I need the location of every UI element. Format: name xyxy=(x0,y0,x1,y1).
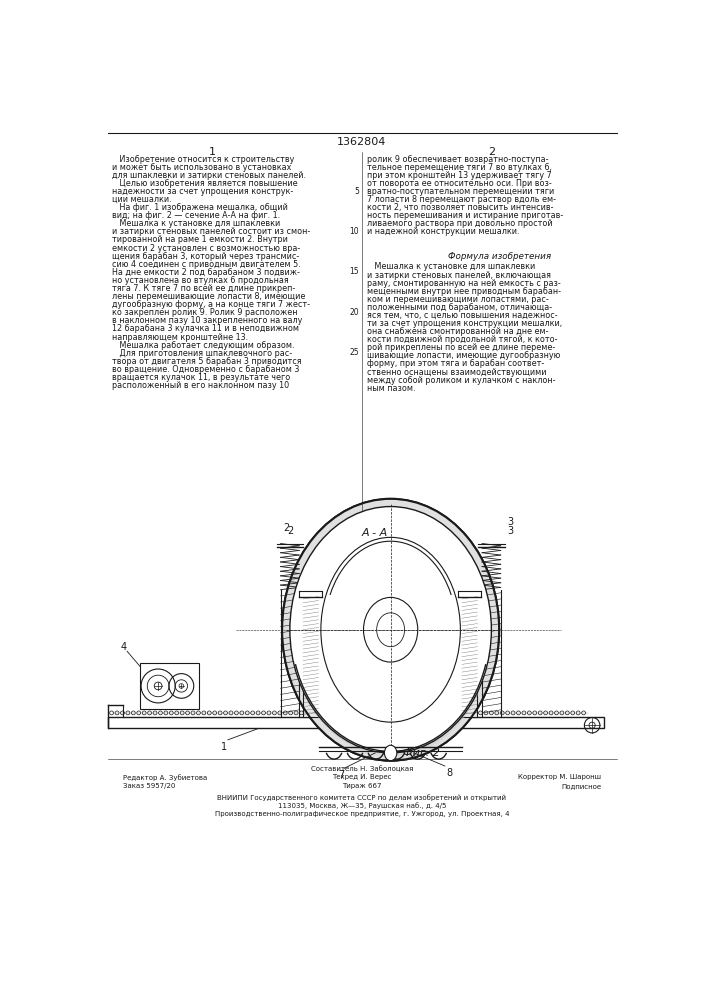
Text: сию 4 соединен с приводным двигателем 5.: сию 4 соединен с приводным двигателем 5. xyxy=(112,260,300,269)
Text: ко закреплен ролик 9. Ролик 9 расположен: ко закреплен ролик 9. Ролик 9 расположен xyxy=(112,308,297,317)
Text: раму, смонтированную на ней емкость с раз-: раму, смонтированную на ней емкость с ра… xyxy=(368,279,561,288)
Text: кости 2, что позволяет повысить интенсив-: кости 2, что позволяет повысить интенсив… xyxy=(368,203,554,212)
Text: 2: 2 xyxy=(283,523,289,533)
Text: 20: 20 xyxy=(349,308,359,317)
Text: 12 барабана 3 кулачка 11 и в неподвижном: 12 барабана 3 кулачка 11 и в неподвижном xyxy=(112,324,298,333)
Text: ти за счет упрощения конструкции мешалки,: ти за счет упрощения конструкции мешалки… xyxy=(368,319,563,328)
Bar xyxy=(140,663,199,709)
Text: шивающие лопасти, имеющие дугообразную: шивающие лопасти, имеющие дугообразную xyxy=(368,351,561,360)
Text: Техред И. Верес: Техред И. Верес xyxy=(332,774,392,780)
Text: 8: 8 xyxy=(446,768,452,778)
Text: при этом кронштейн 13 удерживает тягу 7: при этом кронштейн 13 удерживает тягу 7 xyxy=(368,171,552,180)
Text: Мешалка к установке для шпаклевки: Мешалка к установке для шпаклевки xyxy=(368,262,536,271)
Text: емкости 2 установлен с возможностью вра-: емкости 2 установлен с возможностью вра- xyxy=(112,244,300,253)
Text: но установлена во втулках 6 продольная: но установлена во втулках 6 продольная xyxy=(112,276,288,285)
Text: Редактор А. Зубиетова: Редактор А. Зубиетова xyxy=(123,774,207,781)
Text: кости подвижной продольной тягой, к кото-: кости подвижной продольной тягой, к кото… xyxy=(368,335,558,344)
Text: Составитель Н. Заболоцкая: Составитель Н. Заболоцкая xyxy=(311,765,413,772)
Text: 5: 5 xyxy=(354,187,359,196)
Text: 3: 3 xyxy=(508,526,514,536)
Text: Изобретение относится к строительству: Изобретение относится к строительству xyxy=(112,155,294,164)
Text: На дне емкости 2 под барабаном 3 подвиж-: На дне емкости 2 под барабаном 3 подвиж- xyxy=(112,268,300,277)
Text: 113035, Москва, Ж—35, Раушская наб., д. 4/5: 113035, Москва, Ж—35, Раушская наб., д. … xyxy=(278,802,446,809)
Text: 3: 3 xyxy=(507,517,513,527)
Text: лены перемешивающие лопасти 8, имеющие: лены перемешивающие лопасти 8, имеющие xyxy=(112,292,305,301)
Text: вид; на фиг. 2 — сечение А-А на фиг. 1.: вид; на фиг. 2 — сечение А-А на фиг. 1. xyxy=(112,211,280,220)
Ellipse shape xyxy=(290,507,491,753)
Text: ность перемешивания и истирание приготав-: ность перемешивания и истирание приготав… xyxy=(368,211,563,220)
Text: 1: 1 xyxy=(209,147,216,157)
Text: 25: 25 xyxy=(349,348,359,357)
Text: Для приготовления шпаклевочного рас-: Для приготовления шпаклевочного рас- xyxy=(112,349,292,358)
Text: во вращение. Одновременно с барабаном 3: во вращение. Одновременно с барабаном 3 xyxy=(112,365,299,374)
Text: Тираж 667: Тираж 667 xyxy=(342,783,382,789)
Text: Корректор М. Шаронш: Корректор М. Шаронш xyxy=(518,774,602,780)
Text: и затирки стеновых панелей состоит из смон-: и затирки стеновых панелей состоит из см… xyxy=(112,227,310,236)
Text: ком и перемешивающими лопастями, рас-: ком и перемешивающими лопастями, рас- xyxy=(368,295,549,304)
Text: 7: 7 xyxy=(339,770,345,780)
Text: 7 лопасти 8 перемещают раствор вдоль ем-: 7 лопасти 8 перемещают раствор вдоль ем- xyxy=(368,195,556,204)
Text: A - A: A - A xyxy=(362,528,388,538)
Text: ВНИИПИ Государственного комитета СССР по делам изобретений и открытий: ВНИИПИ Государственного комитета СССР по… xyxy=(218,794,506,801)
Text: дугообразную форму, а на конце тяги 7 жест-: дугообразную форму, а на конце тяги 7 же… xyxy=(112,300,310,309)
Text: расположенный в его наклонном пазу 10: расположенный в его наклонном пазу 10 xyxy=(112,381,288,390)
Text: мещенными внутри нее приводным барабан-: мещенными внутри нее приводным барабан- xyxy=(368,287,561,296)
Text: яся тем, что, с целью повышения надежнос-: яся тем, что, с целью повышения надежнос… xyxy=(368,311,558,320)
Text: 4: 4 xyxy=(120,642,127,652)
Text: Фиг. 2: Фиг. 2 xyxy=(403,748,440,758)
Text: и затирки стеновых панелей, включающая: и затирки стеновых панелей, включающая xyxy=(368,271,551,280)
Bar xyxy=(462,597,477,717)
Text: в наклонном пазу 10 закрепленного на валу: в наклонном пазу 10 закрепленного на вал… xyxy=(112,316,302,325)
Text: ственно оснащены взаимодействующими: ственно оснащены взаимодействующими xyxy=(368,368,547,377)
Text: ролик 9 обеспечивает возвратно-поступа-: ролик 9 обеспечивает возвратно-поступа- xyxy=(368,155,549,164)
Text: надежности за счет упрощения конструк-: надежности за счет упрощения конструк- xyxy=(112,187,293,196)
Text: и надежной конструкции мешалки.: и надежной конструкции мешалки. xyxy=(368,227,520,236)
Text: Мешалка к установке для шпаклевки: Мешалка к установке для шпаклевки xyxy=(112,219,280,228)
Text: 2: 2 xyxy=(488,147,495,157)
Text: 2: 2 xyxy=(287,526,293,536)
Text: 1: 1 xyxy=(221,742,227,752)
Text: ции мешалки.: ции мешалки. xyxy=(112,195,171,204)
Ellipse shape xyxy=(385,745,397,761)
Text: щения барабан 3, который через трансмис-: щения барабан 3, который через трансмис- xyxy=(112,252,299,261)
Text: Мешалка работает следующим образом.: Мешалка работает следующим образом. xyxy=(112,341,294,350)
Text: Подписное: Подписное xyxy=(561,783,602,789)
Text: положенными под барабаном, отличающа-: положенными под барабаном, отличающа- xyxy=(368,303,552,312)
Text: вращается кулачок 11, в результате чего: вращается кулачок 11, в результате чего xyxy=(112,373,290,382)
Text: 1362804: 1362804 xyxy=(337,137,387,147)
Text: 15: 15 xyxy=(349,267,359,276)
Text: тированной на раме 1 емкости 2. Внутри: тированной на раме 1 емкости 2. Внутри xyxy=(112,235,288,244)
Text: между собой роликом и кулачком с наклон-: между собой роликом и кулачком с наклон- xyxy=(368,376,556,385)
Text: для шпаклевки и затирки стеновых панелей.: для шпаклевки и затирки стеновых панелей… xyxy=(112,171,305,180)
Text: твора от двигателя 5 барабан 3 приводится: твора от двигателя 5 барабан 3 приводитс… xyxy=(112,357,301,366)
Bar xyxy=(107,717,604,728)
Text: форму, при этом тяга и барабан соответ-: форму, при этом тяга и барабан соответ- xyxy=(368,359,544,368)
Text: рой прикреплены по всей ее длине переме-: рой прикреплены по всей ее длине переме- xyxy=(368,343,556,352)
Text: Формула изобретения: Формула изобретения xyxy=(448,252,551,261)
Text: она снабжена смонтированной на дне ем-: она снабжена смонтированной на дне ем- xyxy=(368,327,549,336)
Text: Заказ 5957/20: Заказ 5957/20 xyxy=(123,783,175,789)
Bar xyxy=(303,597,319,717)
Ellipse shape xyxy=(282,499,499,761)
Text: от поворота ее относительно оси. При воз-: от поворота ее относительно оси. При воз… xyxy=(368,179,552,188)
Text: Производственно-полиграфическое предприятие, г. Ужгород, ул. Проектная, 4: Производственно-полиграфическое предприя… xyxy=(215,811,509,817)
Text: Целью изобретения является повышение: Целью изобретения является повышение xyxy=(112,179,297,188)
Text: направляющем кронштейне 13.: направляющем кронштейне 13. xyxy=(112,333,247,342)
Text: На фиг. 1 изображена мешалка, общий: На фиг. 1 изображена мешалка, общий xyxy=(112,203,288,212)
Text: вратно-поступательном перемещении тяги: вратно-поступательном перемещении тяги xyxy=(368,187,554,196)
Text: ным пазом.: ным пазом. xyxy=(368,384,416,393)
Text: и может быть использовано в установках: и может быть использовано в установках xyxy=(112,163,291,172)
Text: тяга 7. К тяге 7 по всей ее длине прикреп-: тяга 7. К тяге 7 по всей ее длине прикре… xyxy=(112,284,295,293)
Text: ливаемого раствора при довольно простой: ливаемого раствора при довольно простой xyxy=(368,219,553,228)
Text: тельное перемещение тяги 7 во втулках 6,: тельное перемещение тяги 7 во втулках 6, xyxy=(368,163,552,172)
Text: 10: 10 xyxy=(349,227,359,236)
